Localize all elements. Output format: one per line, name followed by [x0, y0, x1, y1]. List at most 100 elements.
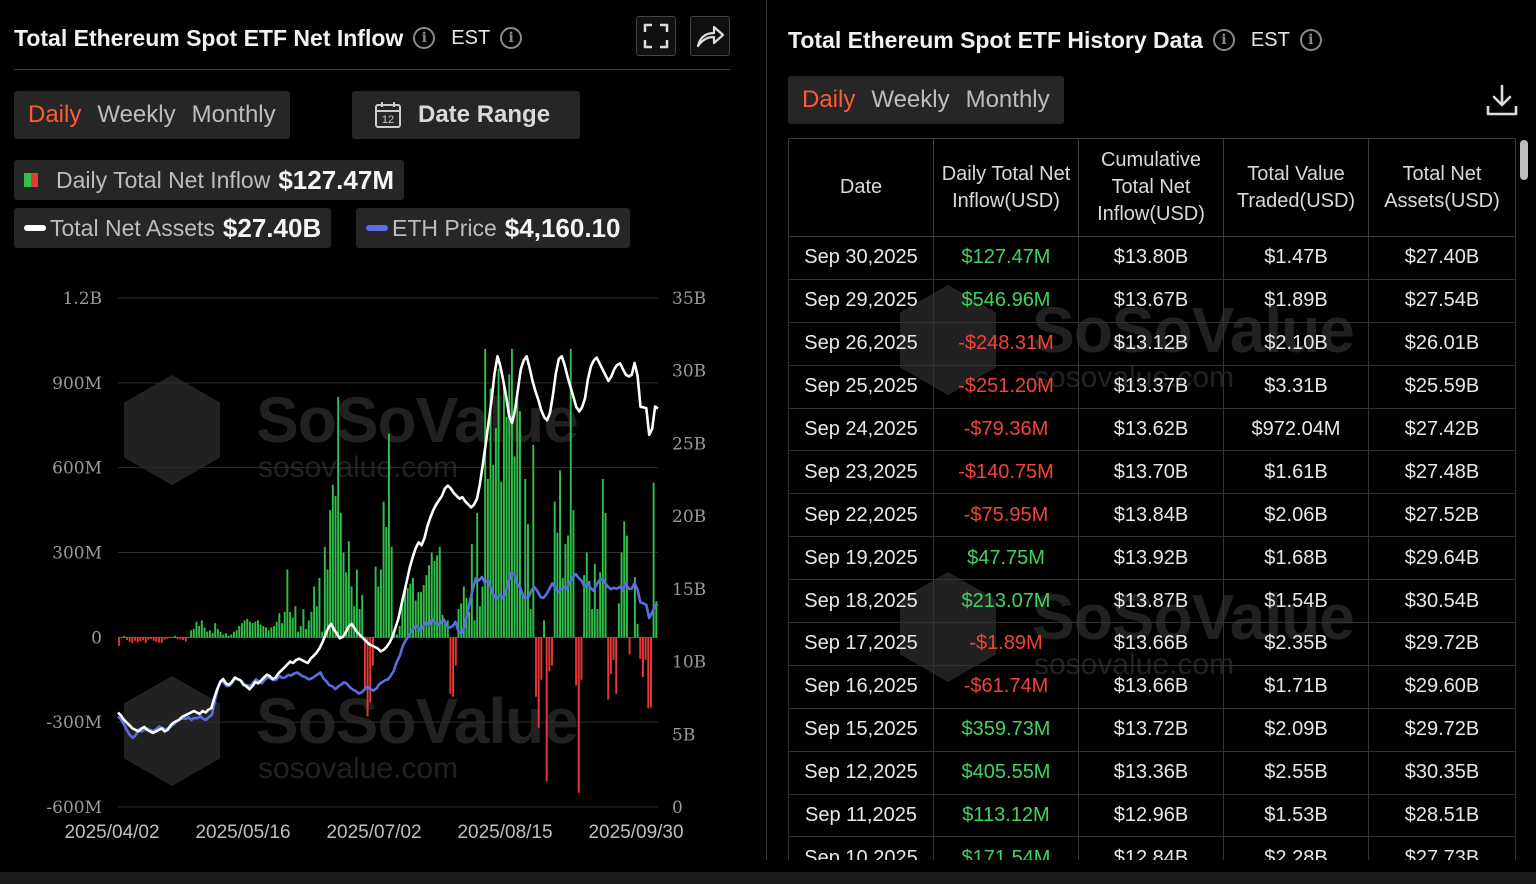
legend-net-assets-value: $27.40B	[222, 212, 322, 243]
table-row[interactable]: Sep 22,2025 -$75.95M $13.84B $2.06B $27.52B	[788, 493, 1516, 538]
header-date[interactable]: Date	[788, 138, 934, 237]
tab-monthly[interactable]: Monthly	[191, 101, 276, 128]
history-timezone-info-icon[interactable]: i	[1299, 29, 1322, 51]
left-tick-label: 300M	[52, 544, 102, 564]
history-info-icon[interactable]: i	[1212, 29, 1235, 51]
inflow-bar	[174, 635, 177, 638]
inflow-bar	[388, 433, 390, 638]
cell-net-assets: $27.40B	[1368, 236, 1516, 280]
legend-eth-price[interactable]: ETH Price $4,160.10	[356, 208, 631, 248]
cell-daily-inflow: $171.54M	[933, 836, 1079, 860]
inflow-bar	[652, 482, 655, 638]
table-row[interactable]: Sep 24,2025 -$79.36M $13.62B $972.04M $27.42…	[788, 408, 1516, 452]
inflow-bar	[120, 637, 123, 638]
inflow-bars	[118, 348, 658, 793]
inflow-bar	[142, 637, 144, 641]
period-tabs: Daily Weekly Monthly	[14, 91, 290, 139]
inflow-bar	[572, 510, 575, 638]
cell-value-traded: $1.53B	[1223, 794, 1369, 838]
table-row[interactable]: Sep 16,2025 -$61.74M $13.66B $1.71B $29.60B	[788, 665, 1516, 709]
right-tick-label: 15B	[672, 580, 706, 600]
inflow-bar	[601, 478, 604, 638]
tab-daily[interactable]: Daily	[28, 101, 82, 128]
inflow-bar	[623, 521, 626, 638]
history-tab-daily[interactable]: Daily	[802, 86, 856, 113]
inflow-bar	[331, 484, 334, 638]
inflow-bar	[203, 627, 206, 638]
cell-daily-inflow: -$140.75M	[933, 450, 1079, 495]
cell-cumulative-inflow: $13.92B	[1078, 536, 1224, 581]
inflow-bar	[179, 637, 182, 640]
inflow-bar	[299, 626, 302, 638]
table-row[interactable]: Sep 10,2025 $171.54M $12.84B $2.28B $27.73B	[788, 836, 1516, 860]
header-value-traded[interactable]: Total Value Traded(USD)	[1223, 138, 1369, 237]
cell-net-assets: $27.73B	[1368, 836, 1516, 860]
table-scrollbar[interactable]	[1520, 140, 1528, 180]
table-row[interactable]: Sep 30,2025 $127.47M $13.80B $1.47B $27.40B	[788, 236, 1516, 280]
timezone-label: EST	[451, 26, 491, 49]
inflow-bar	[543, 620, 545, 638]
inflow-bar	[631, 637, 634, 638]
inflow-bar	[588, 580, 591, 638]
table-row[interactable]: Sep 23,2025 -$140.75M $13.70B $1.61B $27.48B	[788, 450, 1516, 495]
inflow-bar	[633, 577, 636, 638]
cell-cumulative-inflow: $13.87B	[1078, 579, 1224, 624]
info-icon[interactable]: i	[413, 27, 436, 49]
header-daily-inflow[interactable]: Daily Total Net Inflow(USD)	[933, 138, 1079, 237]
inflow-bar	[537, 637, 540, 728]
cell-date: Sep 11,2025	[788, 794, 934, 838]
inflow-bar	[481, 586, 484, 638]
inflow-bar	[486, 478, 489, 638]
right-tick-label: 35B	[672, 289, 706, 309]
inflow-bar	[401, 597, 404, 638]
inflow-bar	[438, 546, 441, 638]
inflow-bar	[286, 569, 289, 638]
table-row[interactable]: Sep 11,2025 $113.12M $12.96B $1.53B $28.51B	[788, 794, 1516, 838]
table-row[interactable]: Sep 18,2025 $213.07M $13.87B $1.54B $30.54B	[788, 579, 1516, 624]
history-table-container[interactable]: Date Daily Total Net Inflow(USD) Cumulat…	[788, 138, 1516, 860]
inflow-bar	[214, 623, 217, 638]
timezone-info-icon[interactable]: i	[500, 27, 523, 49]
download-icon[interactable]	[1484, 82, 1520, 118]
table-row[interactable]: Sep 15,2025 $359.73M $13.72B $2.09B $29.72B	[788, 708, 1516, 752]
inflow-bar	[428, 565, 431, 638]
legend-daily-inflow[interactable]: Daily Total Net Inflow $127.47M	[14, 160, 404, 200]
inflow-bar	[583, 575, 586, 638]
header-cumulative-inflow[interactable]: Cumulative Total Net Inflow(USD)	[1078, 138, 1224, 237]
table-row[interactable]: Sep 17,2025 -$1.89M $13.66B $2.35B $29.72B	[788, 622, 1516, 666]
right-tick-label: 25B	[672, 434, 706, 454]
inflow-bar	[315, 606, 318, 638]
inflow-bar	[473, 620, 476, 638]
left-axis: 1.2B 900M 600M 300M 0 -300M -600M	[46, 289, 102, 818]
inflow-bar	[171, 637, 174, 638]
inflow-bar	[510, 348, 513, 638]
fullscreen-button[interactable]	[636, 16, 676, 56]
inflow-bar	[310, 611, 313, 638]
tab-weekly[interactable]: Weekly	[97, 101, 176, 128]
table-row[interactable]: Sep 25,2025 -$251.20M $13.37B $3.31B $25.59B	[788, 365, 1516, 409]
table-row[interactable]: Sep 19,2025 $47.75M $13.92B $1.68B $29.64B	[788, 536, 1516, 581]
date-range-button[interactable]: 12 Date Range	[352, 91, 580, 139]
inflow-bar	[358, 609, 361, 638]
inflow-bar	[339, 512, 342, 638]
cell-cumulative-inflow: $13.72B	[1078, 708, 1224, 752]
history-tab-monthly[interactable]: Monthly	[965, 86, 1050, 113]
table-row[interactable]: Sep 12,2025 $405.55M $13.36B $2.55B $30.35B	[788, 751, 1516, 795]
share-button[interactable]	[690, 16, 730, 56]
inflow-bar	[548, 637, 551, 672]
inflow-bar	[265, 627, 267, 638]
inflow-bar	[176, 637, 179, 640]
inflow-bar	[502, 382, 505, 638]
history-tab-weekly[interactable]: Weekly	[871, 86, 950, 113]
inflow-chart[interactable]: 1.2B 900M 600M 300M 0 -300M -600M 35B 30B 25B 20B…	[0, 270, 750, 850]
cell-date: Sep 30,2025	[788, 236, 934, 280]
table-row[interactable]: Sep 26,2025 -$248.31M $13.12B $2.10B $26.01B	[788, 322, 1516, 366]
inflow-bar	[433, 560, 436, 638]
right-tick-label: 10B	[672, 653, 706, 673]
left-tick-label: -600M	[46, 798, 102, 818]
right-tick-label: 20B	[672, 507, 706, 527]
inflow-bar	[636, 623, 639, 638]
legend-net-assets[interactable]: Total Net Assets $27.40B	[14, 208, 332, 248]
header-net-assets[interactable]: Total Net Assets(USD)	[1368, 138, 1516, 237]
table-row[interactable]: Sep 29,2025 $546.96M $13.67B $1.89B $27.54B	[788, 279, 1516, 323]
